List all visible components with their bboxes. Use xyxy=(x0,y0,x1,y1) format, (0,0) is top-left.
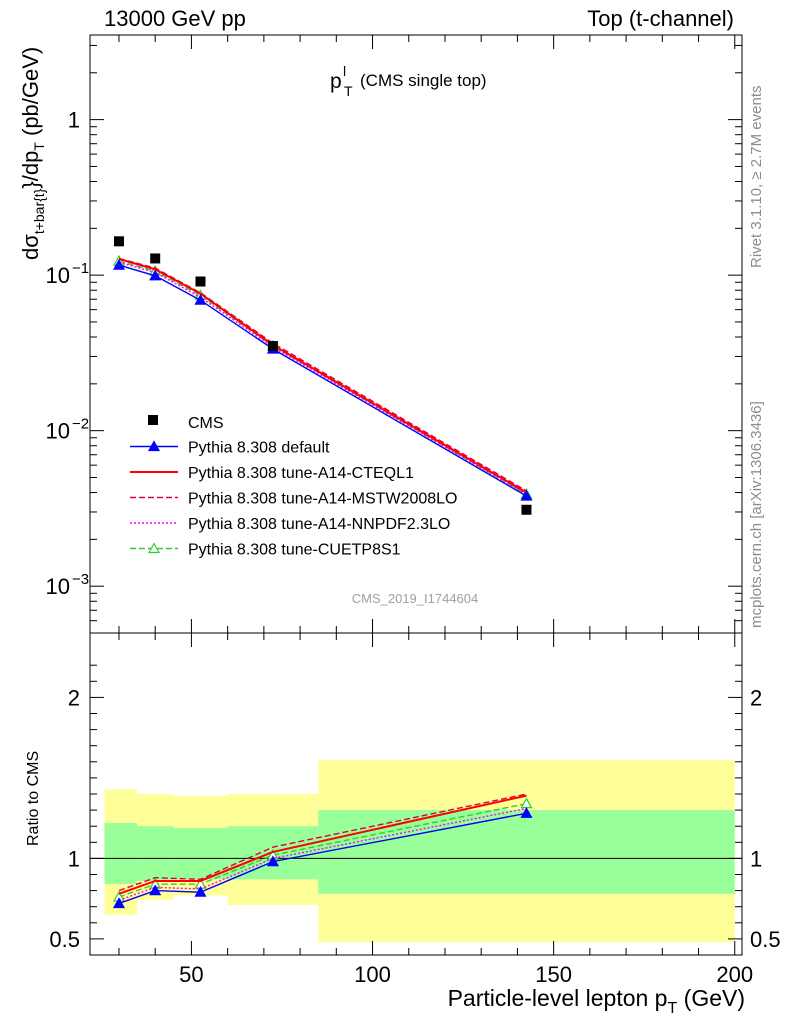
legend-marker-cms xyxy=(148,415,158,425)
cms-data-point xyxy=(267,341,278,352)
chart-title-text: (CMS single top) xyxy=(360,71,487,90)
ratio-y-tick-label-left: 2 xyxy=(68,685,80,710)
main-y-tick-exponent: −2 xyxy=(72,416,89,433)
ratio-y-tick-label-right: 2 xyxy=(750,685,762,710)
main-series-marker xyxy=(112,258,125,270)
legend-marker xyxy=(147,542,161,554)
main-y-tick-label: 10 xyxy=(46,263,70,288)
analysis-watermark: CMS_2019_I1744604 xyxy=(352,591,479,606)
ratio-series-marker xyxy=(194,885,207,897)
chart-title: p xyxy=(330,70,342,93)
ratio-series-marker xyxy=(149,884,162,896)
legend-label: Pythia 8.308 tune-A14-CTEQL1 xyxy=(188,465,414,482)
chart-title-subscript: T xyxy=(344,83,353,99)
main-y-tick-label: 10 xyxy=(46,419,70,444)
uncertainty-band-green xyxy=(104,822,138,885)
ratio-x-tick-label: 50 xyxy=(179,962,203,987)
ratio-series-line xyxy=(118,794,527,895)
ratio-series-marker xyxy=(266,855,279,867)
legend-label: Pythia 8.308 tune-A14-MSTW2008LO xyxy=(188,491,457,508)
main-series-marker xyxy=(194,293,207,305)
ratio-x-tick-label: 100 xyxy=(354,962,391,987)
main-series-line xyxy=(118,260,527,495)
main-series-line xyxy=(118,264,527,497)
ratio-y-axis-label-text: Ratio to CMS xyxy=(25,751,42,846)
ratio-series-marker xyxy=(520,807,533,818)
ratio-y-tick-label-right: 1 xyxy=(750,846,762,871)
cms-data-point xyxy=(521,504,532,515)
uncertainty-band-green xyxy=(137,826,174,881)
ratio-y-tick-label-right: 0.5 xyxy=(750,927,781,952)
legend-label: Pythia 8.308 tune-CUETP8S1 xyxy=(188,542,401,559)
ratio-y-axis-label: Ratio to CMS xyxy=(25,751,42,846)
ratio-y-tick-label-left: 1 xyxy=(68,846,80,871)
ratio-series-line xyxy=(118,807,527,901)
legend-label: Pythia 8.308 default xyxy=(188,440,330,457)
main-y-axis-label: dσt+bar{t}}/dpT (pb/GeV) xyxy=(18,47,47,260)
main-y-tick-label: 1 xyxy=(68,108,80,133)
main-y-tick-exponent: −1 xyxy=(72,260,89,277)
x-axis-label: Particle-level lepton pT (GeV) xyxy=(448,985,745,1017)
main-y-tick-label: 10 xyxy=(46,574,70,599)
main-y-axis-label-text: dσt+bar{t}}/dpT (pb/GeV) xyxy=(18,47,47,260)
main-series-line xyxy=(118,257,527,492)
legend-marker xyxy=(147,440,161,452)
main-y-tick-exponent: −3 xyxy=(72,571,89,588)
ratio-series-marker xyxy=(112,897,125,909)
header-left: 13000 GeV pp xyxy=(104,6,246,31)
ratio-x-tick-label: 150 xyxy=(535,962,572,987)
header-right: Top (t-channel) xyxy=(587,6,734,31)
main-series-line xyxy=(118,258,527,494)
ratio-y-tick-label-left: 0.5 xyxy=(49,927,80,952)
legend-label: Pythia 8.308 tune-A14-NNPDF2.3LO xyxy=(188,516,450,533)
cms-data-point xyxy=(113,236,124,247)
main-series-marker xyxy=(520,489,533,501)
ratio-series-line xyxy=(118,793,527,892)
ratio-x-tick-label: 200 xyxy=(716,962,753,987)
chart-title-superscript: l xyxy=(343,63,346,79)
main-series-marker xyxy=(149,269,162,281)
uncertainty-band-green xyxy=(318,810,735,894)
legend-label-cms: CMS xyxy=(188,415,224,432)
cms-data-point xyxy=(150,253,161,264)
cms-data-point xyxy=(195,276,206,287)
